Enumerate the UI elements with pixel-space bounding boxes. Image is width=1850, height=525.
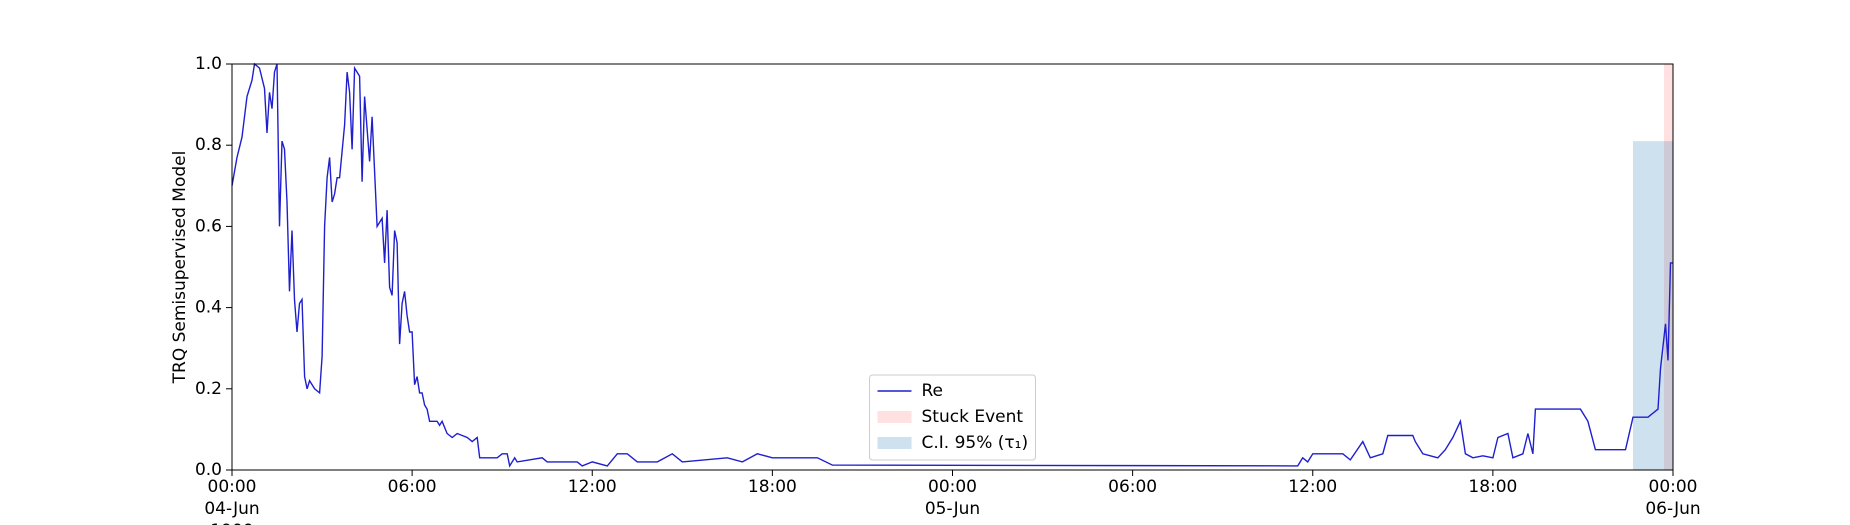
y-tick-label: 0.2 — [195, 379, 222, 399]
plot-frame — [231, 63, 1674, 471]
y-tick-label: 0.8 — [195, 135, 222, 155]
y-tick-label: 0.4 — [195, 298, 222, 318]
y-tick-label: 1.0 — [195, 54, 222, 74]
x-tick-label: 12:00 — [567, 477, 617, 497]
x-tick-label: 00:00 05-Jun — [924, 477, 981, 519]
x-tick-label: 00:00 06-Jun — [1645, 477, 1701, 519]
line — [231, 62, 1673, 468]
legend-label: C.I. 95% (τ₁) — [922, 433, 1029, 453]
legend-swatch — [877, 437, 912, 449]
y-axis-label: TRQ Semisupervised Model — [170, 151, 190, 385]
y-tick-label: 0.0 — [195, 460, 222, 480]
x-tick-label: 00:00 04-Jun 1900 — [204, 477, 260, 525]
x-tick-label: 12:00 — [1288, 477, 1338, 497]
legend-swatch — [877, 411, 912, 423]
y-tick-label: 0.6 — [195, 216, 222, 236]
shaded-band — [1663, 64, 1673, 470]
legend-box — [869, 374, 1036, 461]
x-tick-label: 06:00 — [387, 477, 437, 497]
shaded-band — [1632, 141, 1673, 470]
legend-label: Stuck Event — [922, 407, 1024, 427]
x-tick-label: 06:00 — [1108, 477, 1158, 497]
x-tick-label: 18:00 — [747, 477, 797, 497]
x-tick-label: 18:00 — [1468, 477, 1518, 497]
legend-label: Re — [922, 381, 944, 401]
